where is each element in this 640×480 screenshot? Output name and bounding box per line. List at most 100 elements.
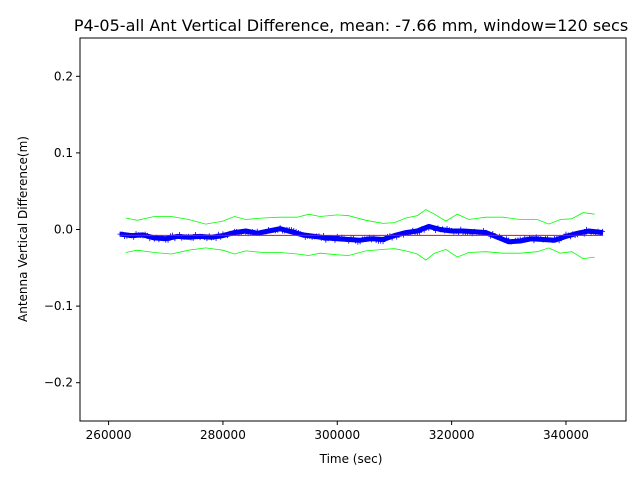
data-point-marker	[252, 229, 258, 235]
data-point-marker	[488, 233, 494, 239]
data-point-marker	[595, 228, 601, 234]
data-point-marker	[353, 238, 359, 244]
series-vertical-difference	[119, 223, 604, 245]
data-point-marker	[165, 237, 171, 243]
data-point-marker	[547, 237, 553, 243]
data-point-marker	[476, 230, 482, 236]
data-point-marker	[350, 235, 356, 241]
data-point-marker	[318, 235, 324, 241]
x-tick-label: 300000	[314, 428, 360, 442]
data-point-marker	[357, 239, 363, 245]
y-axis-label: Antenna Vertical Difference(m)	[16, 136, 30, 322]
data-point-marker	[316, 233, 322, 239]
data-point-marker	[430, 225, 436, 231]
data-point-marker	[334, 233, 340, 239]
data-point-marker	[451, 229, 457, 235]
data-point-marker	[382, 236, 388, 242]
data-point-marker	[199, 233, 205, 239]
data-point-marker	[190, 235, 196, 241]
data-point-marker	[254, 228, 260, 234]
data-point-marker	[275, 227, 281, 233]
data-point-marker	[268, 228, 274, 234]
data-point-marker	[558, 236, 564, 242]
data-point-marker	[293, 228, 299, 234]
data-point-marker	[213, 235, 219, 241]
x-tick-label: 260000	[86, 428, 132, 442]
data-point-marker	[421, 227, 427, 233]
data-point-marker	[327, 235, 333, 241]
data-point-marker	[259, 230, 265, 236]
data-point-marker	[474, 229, 480, 235]
x-tick-label: 280000	[200, 428, 246, 442]
data-point-marker	[510, 238, 516, 244]
data-point-marker	[515, 237, 521, 243]
series-upper-bound	[125, 209, 595, 225]
data-point-marker	[176, 231, 182, 237]
data-point-marker	[263, 229, 269, 235]
data-point-marker	[158, 235, 164, 241]
data-point-marker	[417, 229, 423, 235]
data-point-marker	[277, 225, 283, 231]
data-point-marker	[508, 239, 514, 245]
data-point-marker	[124, 233, 130, 239]
data-point-marker	[531, 238, 537, 244]
data-point-marker	[433, 228, 439, 234]
data-point-marker	[600, 228, 606, 234]
data-point-marker	[426, 225, 432, 231]
data-point-marker	[471, 228, 477, 234]
data-point-marker	[513, 237, 519, 243]
data-point-marker	[455, 230, 461, 236]
data-point-marker	[215, 231, 221, 237]
y-tick-label: 0.1	[54, 146, 73, 160]
data-point-marker	[423, 225, 429, 231]
y-axis: −0.2 −0.1 0.0 0.1 0.2	[44, 69, 80, 390]
data-point-marker	[307, 233, 313, 239]
data-point-marker	[385, 233, 391, 239]
data-point-marker	[243, 230, 249, 236]
plot-frame	[79, 37, 627, 422]
data-point-marker	[428, 224, 434, 230]
data-point-marker	[211, 235, 217, 241]
x-axis-label: Time (sec)	[319, 452, 383, 466]
y-tick-label: 0.2	[54, 69, 73, 83]
data-point-marker	[204, 235, 210, 241]
data-point-marker	[289, 227, 295, 233]
data-point-marker	[300, 232, 306, 238]
data-point-marker	[250, 229, 256, 235]
plot-area	[117, 209, 606, 261]
y-tick-label: 0.0	[54, 223, 73, 237]
data-point-marker	[586, 228, 592, 234]
data-point-marker	[407, 230, 413, 236]
data-point-marker	[380, 239, 386, 245]
x-tick-label: 320000	[429, 428, 475, 442]
data-point-marker	[325, 236, 331, 242]
data-point-marker	[355, 239, 361, 245]
data-point-marker	[437, 227, 443, 233]
data-point-marker	[291, 227, 297, 233]
data-point-marker	[520, 237, 526, 243]
data-point-marker	[247, 229, 253, 235]
data-point-marker	[234, 229, 240, 235]
data-point-marker	[373, 238, 379, 244]
data-point-marker	[179, 235, 185, 241]
data-point-marker	[389, 235, 395, 241]
data-point-marker	[517, 236, 523, 242]
data-point-marker	[378, 238, 384, 244]
data-point-marker	[369, 237, 375, 243]
data-point-marker	[341, 236, 347, 242]
data-point-marker	[458, 226, 464, 232]
data-point-marker	[556, 238, 562, 244]
data-point-marker	[439, 226, 445, 232]
data-point-marker	[410, 227, 416, 233]
data-point-marker	[295, 229, 301, 235]
data-point-marker	[135, 232, 141, 238]
series-lower-bound	[125, 247, 595, 261]
y-tick-label: −0.1	[44, 299, 73, 313]
chart-title: P4-05-all Ant Vertical Difference, mean:…	[74, 16, 628, 35]
data-point-marker	[332, 237, 338, 243]
data-point-marker	[577, 230, 583, 236]
data-point-marker	[442, 228, 448, 234]
data-point-marker	[522, 235, 528, 241]
y-tick-label: −0.2	[44, 376, 73, 390]
